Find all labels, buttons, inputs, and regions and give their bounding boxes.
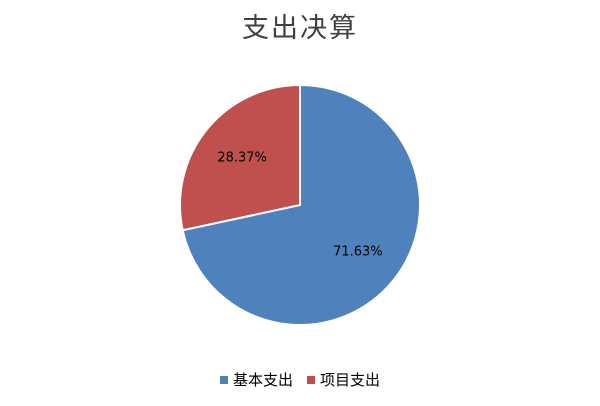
legend: 基本支出 项目支出 <box>0 369 600 390</box>
pie-slice-1 <box>181 83 421 326</box>
legend-swatch-1 <box>219 375 228 384</box>
data-label-2: 28.37% <box>217 151 267 166</box>
data-label-1: 71.63% <box>333 244 383 259</box>
pie-slice-2 <box>179 83 301 232</box>
legend-label-1: 基本支出 <box>232 371 293 389</box>
legend-item-1: 基本支出 <box>219 369 293 390</box>
legend-swatch-2 <box>307 375 315 384</box>
chart-title: 支出决算 <box>242 13 358 44</box>
legend-item-2: 项目支出 <box>307 369 380 390</box>
legend-label-2: 项目支出 <box>320 371 381 389</box>
